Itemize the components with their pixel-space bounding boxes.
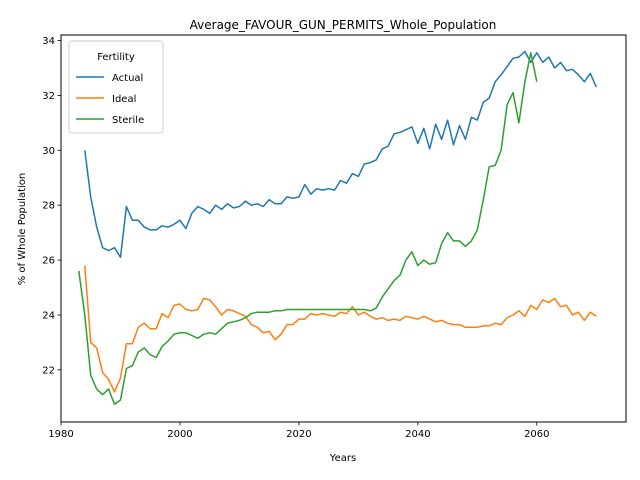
chart-title: Average_FAVOUR_GUN_PERMITS_Whole_Populat…	[190, 18, 497, 32]
legend-label-sterile: Sterile	[112, 115, 144, 126]
x-tick-label: 2040	[405, 429, 430, 440]
y-tick-label: 24	[42, 310, 55, 321]
series-line-ideal	[84, 265, 597, 393]
x-axis-label: Years	[329, 453, 356, 464]
y-axis-label: % of Whole Population	[17, 173, 28, 286]
y-tick-label: 30	[42, 146, 55, 157]
legend-label-ideal: Ideal	[112, 94, 136, 105]
y-tick-label: 22	[42, 365, 55, 376]
legend-label-actual: Actual	[112, 73, 143, 84]
x-tick-label: 2000	[167, 429, 192, 440]
series-line-sterile	[78, 52, 538, 405]
plot-area	[78, 50, 597, 405]
y-tick-label: 32	[42, 91, 55, 102]
legend-frame	[68, 40, 164, 134]
y-tick-label: 28	[42, 201, 55, 212]
legend: Fertility Actual Ideal Sterile	[68, 40, 164, 134]
legend-title: Fertility	[97, 52, 135, 63]
x-tick-label: 2060	[524, 429, 549, 440]
series-line-actual	[84, 50, 597, 259]
x-tick-label: 2020	[286, 429, 311, 440]
x-tick-label: 1980	[48, 429, 73, 440]
axis-ticks: 1980 2000 2020 2040 2060 22 24 26 28 30 32 34	[42, 36, 549, 440]
y-tick-label: 34	[42, 36, 55, 47]
y-tick-label: 26	[42, 256, 55, 267]
plot-frame	[60, 34, 627, 423]
